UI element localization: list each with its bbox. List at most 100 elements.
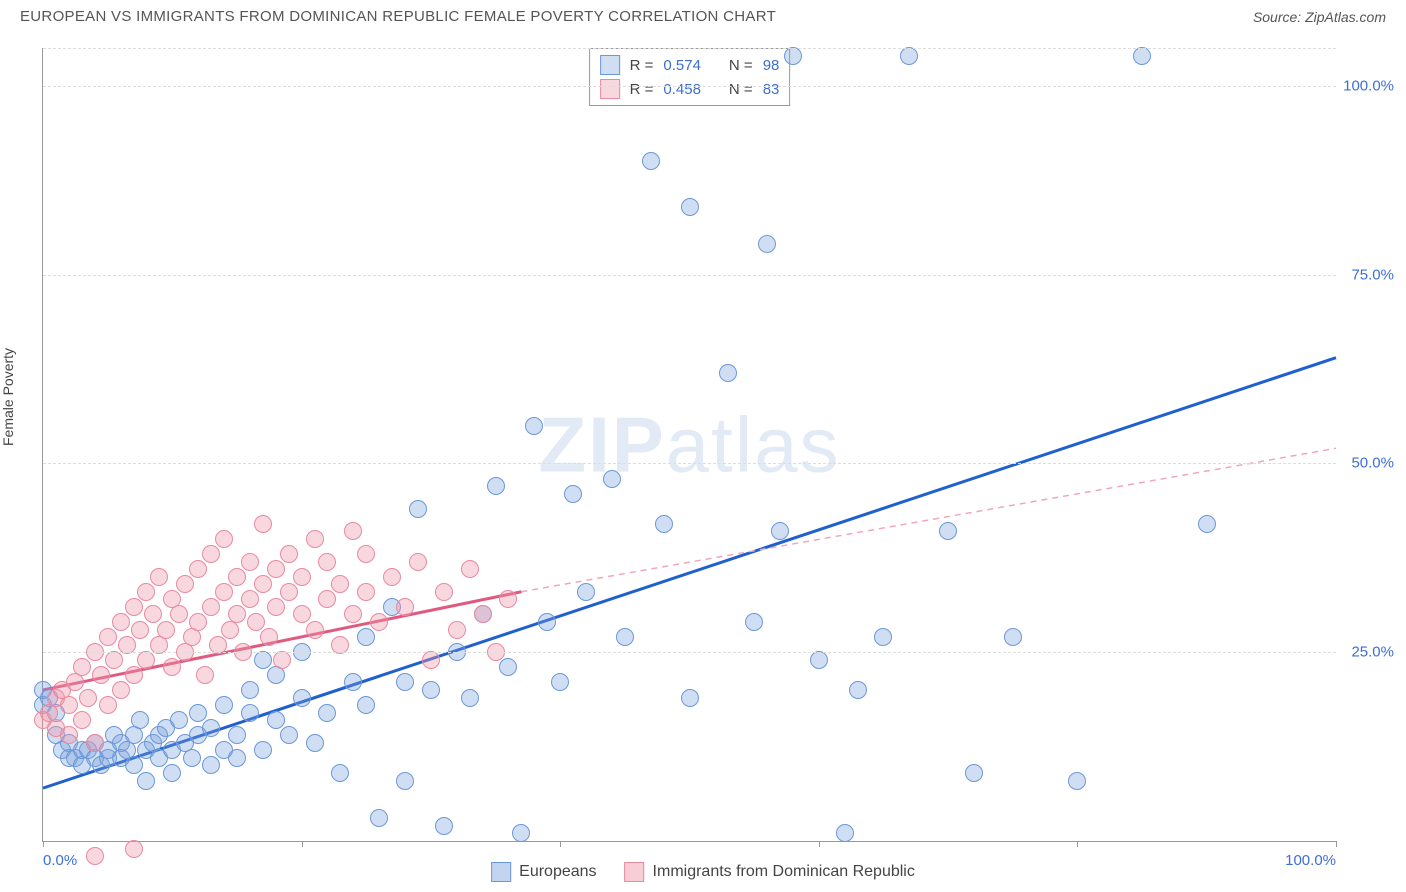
scatter-point [267,711,285,729]
scatter-point [331,764,349,782]
scatter-point [144,605,162,623]
scatter-point [448,621,466,639]
x-tick-mark [1336,841,1337,847]
swatch-europeans [491,862,511,882]
scatter-point [344,522,362,540]
scatter-point [125,666,143,684]
scatter-point [125,840,143,858]
scatter-point [499,590,517,608]
scatter-point [512,824,530,842]
scatter-point [616,628,634,646]
scatter-point [228,726,246,744]
x-tick-mark [43,841,44,847]
scatter-point [137,583,155,601]
scatter-point [771,522,789,540]
scatter-point [318,704,336,722]
gridline [43,275,1336,276]
scatter-point [79,689,97,707]
x-tick-mark [1077,841,1078,847]
scatter-point [499,658,517,676]
scatter-point [60,726,78,744]
scatter-point [306,530,324,548]
scatter-point [73,658,91,676]
scatter-point [745,613,763,631]
scatter-point [267,598,285,616]
scatter-point [538,613,556,631]
scatter-point [150,568,168,586]
scatter-point [487,477,505,495]
scatter-point [137,651,155,669]
x-tick-label: 100.0% [1285,852,1336,869]
y-tick-label: 100.0% [1343,77,1394,94]
scatter-point [260,628,278,646]
series-legend: Europeans Immigrants from Dominican Repu… [491,862,915,882]
scatter-point [241,553,259,571]
scatter-point [105,651,123,669]
scatter-point [241,681,259,699]
x-tick-label: 0.0% [43,852,77,869]
scatter-point [435,817,453,835]
scatter-point [254,515,272,533]
y-tick-label: 75.0% [1351,266,1394,283]
scatter-point [784,47,802,65]
scatter-point [939,522,957,540]
scatter-point [189,560,207,578]
scatter-point [849,681,867,699]
scatter-point [125,756,143,774]
scatter-point [254,741,272,759]
scatter-point [758,235,776,253]
scatter-point [215,583,233,601]
scatter-point [189,613,207,631]
scatter-point [306,621,324,639]
scatter-point [280,583,298,601]
scatter-point [461,560,479,578]
scatter-point [228,568,246,586]
scatter-point [280,545,298,563]
x-tick-mark [560,841,561,847]
scatter-point [202,719,220,737]
scatter-point [86,847,104,865]
scatter-point [228,749,246,767]
scatter-point [189,704,207,722]
scatter-point [157,621,175,639]
gridline [43,86,1336,87]
scatter-point [131,621,149,639]
scatter-point [170,711,188,729]
swatch-dominican [625,862,645,882]
scatter-point [1004,628,1022,646]
scatter-point [370,613,388,631]
scatter-point [247,613,265,631]
gridline [43,652,1336,653]
scatter-point [422,681,440,699]
scatter-points [43,48,1336,841]
y-tick-label: 25.0% [1351,644,1394,661]
scatter-point [228,605,246,623]
scatter-point [396,598,414,616]
scatter-point [681,198,699,216]
scatter-point [163,658,181,676]
scatter-point [577,583,595,601]
scatter-point [202,756,220,774]
scatter-point [318,553,336,571]
scatter-point [254,651,272,669]
legend-label: Europeans [519,863,596,881]
scatter-point [280,726,298,744]
scatter-point [357,583,375,601]
scatter-point [241,590,259,608]
scatter-point [170,605,188,623]
y-tick-label: 50.0% [1351,455,1394,472]
legend-item-dominican: Immigrants from Dominican Republic [625,862,915,882]
scatter-point [810,651,828,669]
scatter-point [551,673,569,691]
scatter-point [331,575,349,593]
scatter-point [357,545,375,563]
scatter-point [241,704,259,722]
scatter-point [215,696,233,714]
scatter-point [254,575,272,593]
scatter-point [1068,772,1086,790]
chart-title: EUROPEAN VS IMMIGRANTS FROM DOMINICAN RE… [20,8,776,25]
scatter-point [900,47,918,65]
scatter-point [344,673,362,691]
scatter-point [99,628,117,646]
scatter-point [118,636,136,654]
